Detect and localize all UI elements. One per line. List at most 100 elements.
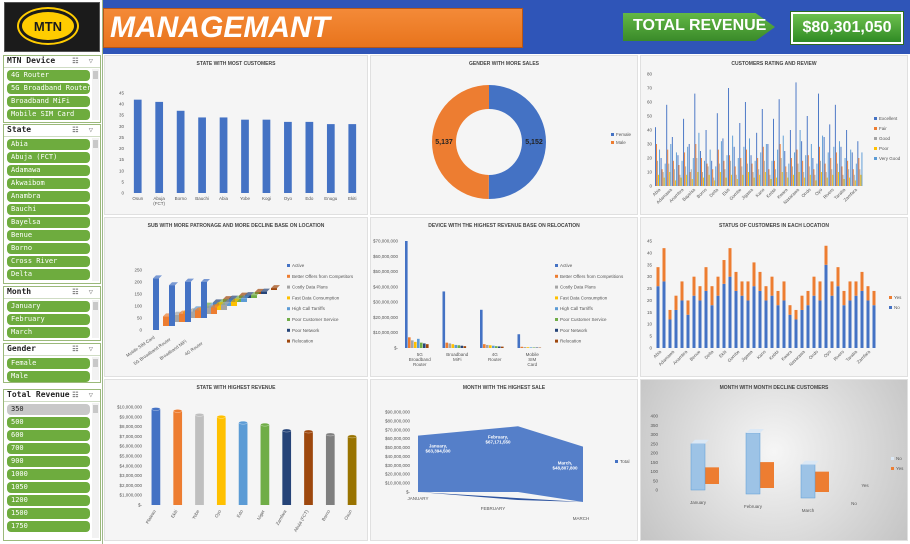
category-label: Enugu xyxy=(324,196,338,201)
bar xyxy=(764,286,768,301)
scrollbar[interactable] xyxy=(92,403,99,538)
bar xyxy=(861,152,863,186)
bar xyxy=(726,155,728,186)
category-label: Borno xyxy=(321,509,332,522)
chart-svg: 0 50 100 150 200 250 300 350 400 January February M… xyxy=(650,414,904,514)
bar xyxy=(679,174,681,186)
tick-label: $20,000,000 xyxy=(373,315,399,320)
bar xyxy=(827,152,829,186)
bar xyxy=(781,172,783,186)
category-label: Delta xyxy=(704,349,715,360)
bar xyxy=(782,281,786,301)
slicer-item[interactable]: March xyxy=(7,327,90,338)
filter-clear-icon[interactable]: ☷ ▽ xyxy=(72,345,96,353)
category-label: Yobe xyxy=(191,509,201,521)
legend-swatch xyxy=(287,296,290,300)
filter-clear-icon[interactable]: ☷ ▽ xyxy=(72,391,96,399)
slicer-item[interactable]: Abia xyxy=(7,139,90,150)
slicer-item[interactable]: Benue xyxy=(7,230,90,241)
bar xyxy=(687,146,689,186)
slicer-item[interactable]: Male xyxy=(7,371,90,382)
slicer-item[interactable]: 1200 xyxy=(7,495,90,506)
bar xyxy=(260,424,270,505)
bar xyxy=(686,314,690,348)
bar xyxy=(448,343,452,348)
bar xyxy=(675,152,677,186)
scrollbar[interactable] xyxy=(92,69,99,120)
slicer-item[interactable]: Akwaibom xyxy=(7,178,90,189)
bar xyxy=(808,166,810,186)
bar xyxy=(842,290,846,306)
slicer-item[interactable]: Adamawa xyxy=(7,165,90,176)
bar xyxy=(698,300,702,348)
category-label: Plateau xyxy=(145,509,157,525)
slicer-item[interactable]: 600 xyxy=(7,430,90,441)
bar xyxy=(262,119,271,193)
slicer-item[interactable]: 1500 xyxy=(7,508,90,519)
slicer-item[interactable]: February xyxy=(7,314,90,325)
slicer-item[interactable]: 4G Router xyxy=(7,70,90,81)
slicer-item[interactable]: Broadband MiFi xyxy=(7,96,90,107)
bar-top xyxy=(201,279,210,282)
legend-label: Relocation xyxy=(292,339,314,344)
category-label: Kano xyxy=(755,187,766,198)
header: MANAGEMANT TOTAL REVENUE $80,301,050 xyxy=(103,0,910,54)
tick-label: $10,000,000 xyxy=(117,405,143,410)
bar xyxy=(173,410,183,505)
slicer-item[interactable]: 500 xyxy=(7,417,90,428)
filter-clear-icon[interactable]: ☷ ▽ xyxy=(72,57,96,65)
bar xyxy=(788,163,790,186)
bar-top xyxy=(801,460,819,465)
bar xyxy=(737,158,739,186)
bar xyxy=(705,130,707,186)
bar xyxy=(850,149,852,186)
slicer-item[interactable]: 900 xyxy=(7,456,90,467)
scrollbar[interactable] xyxy=(92,357,99,380)
bar xyxy=(325,434,335,505)
slicer-item[interactable]: January xyxy=(7,301,90,312)
bar xyxy=(179,313,185,322)
bar xyxy=(219,117,228,193)
slicer-item[interactable]: Bayelsa xyxy=(7,217,90,228)
bar xyxy=(460,345,464,348)
slicer-item[interactable]: Anambra xyxy=(7,191,90,202)
tick-label: 15 xyxy=(647,310,653,315)
tick-label: $1,000,000 xyxy=(119,493,142,498)
bar xyxy=(840,146,842,186)
slicer-item[interactable]: 700 xyxy=(7,443,90,454)
bar xyxy=(729,155,731,186)
slicer-item[interactable]: Female xyxy=(7,358,90,369)
filter-clear-icon[interactable]: ☷ ▽ xyxy=(72,126,96,134)
bar xyxy=(708,174,710,186)
slicer-item[interactable]: 5G Broadband Router xyxy=(7,83,90,94)
slicer-item[interactable]: Abuja (FCT) xyxy=(7,152,90,163)
bar-top xyxy=(151,407,161,411)
slicer-item[interactable]: Cross River xyxy=(7,256,90,267)
bar-top xyxy=(241,295,250,299)
slicer-item[interactable]: Delta xyxy=(7,269,90,280)
slicer-item[interactable]: Mobile SIM Card xyxy=(7,109,90,120)
bar xyxy=(133,99,142,193)
slicer-item[interactable]: 350 xyxy=(7,404,90,415)
scrollbar[interactable] xyxy=(92,138,99,281)
bar xyxy=(451,344,455,348)
bar xyxy=(671,137,673,186)
tick-label: 20 xyxy=(119,146,125,151)
bar xyxy=(803,172,805,186)
category-label: Ekiti xyxy=(170,509,179,519)
slicer-item[interactable]: Bauchi xyxy=(7,204,90,215)
slicer-item[interactable]: Borno xyxy=(7,243,90,254)
bar xyxy=(758,169,760,186)
slicer-item[interactable]: 1000 xyxy=(7,469,90,480)
scrollbar[interactable] xyxy=(92,300,99,338)
bar xyxy=(411,340,414,348)
bar-top xyxy=(261,288,270,292)
tick-label: $30,000,000 xyxy=(373,300,399,305)
filter-clear-icon[interactable]: ☷ ▽ xyxy=(72,288,96,296)
tick-label: $7,000,000 xyxy=(119,434,142,439)
bar xyxy=(759,174,761,186)
slicer-item[interactable]: 1050 xyxy=(7,482,90,493)
slicer-item[interactable]: 1750 xyxy=(7,521,90,532)
category-label: Zamfara xyxy=(843,187,859,203)
tick-label: 30 xyxy=(647,274,653,279)
